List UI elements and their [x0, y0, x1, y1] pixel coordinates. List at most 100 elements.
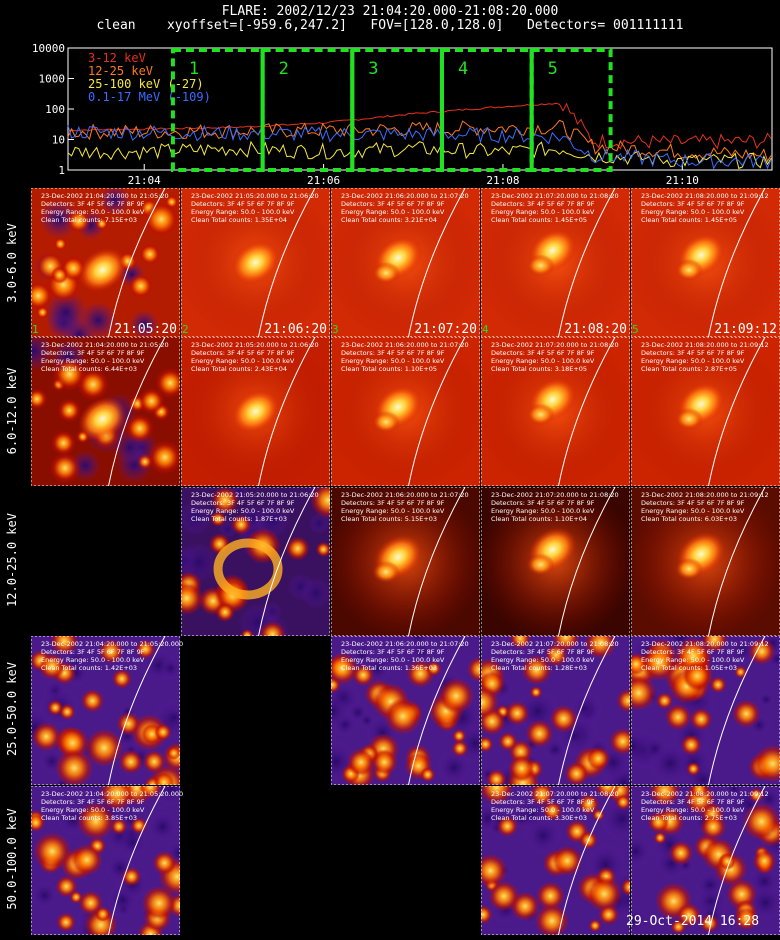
source-halo: [181, 188, 330, 337]
noise-blob: [38, 199, 79, 239]
noise-blob: [31, 722, 61, 752]
noise-blob: [118, 261, 145, 288]
panel-background: [631, 636, 780, 785]
noise-blob: [38, 653, 66, 680]
noise-blob: [420, 767, 436, 783]
lightcurve-plot: 10000 1000 100 10 1 21:04 21:06 21:08 21:10 3-12 …: [32, 42, 773, 187]
panel-header-line2: Detectors: 3F 4F 5F 6F 7F 8F 9F: [341, 349, 445, 357]
image-panel-r3c3: 23-Dec-2002 21:06:20.000 to 21:07:20Dete…: [331, 487, 480, 636]
noise-blob: [119, 703, 137, 721]
noise-blob: [595, 786, 621, 799]
noise-blob: [493, 763, 525, 785]
flare-source: [676, 232, 726, 278]
noise-blob: [525, 719, 554, 748]
panel-header-line2: Detectors: 3F 4F 5F 6F 7F 8F 9F: [341, 200, 445, 208]
panel-header-line1: 23-Dec-2002 21:08:20.000 to 21:09:12: [641, 640, 769, 648]
panel-background: [481, 786, 630, 935]
noise-blob: [331, 741, 357, 783]
noise-blob: [521, 654, 552, 685]
noise-blob: [481, 670, 506, 697]
noise-blob: [485, 878, 499, 892]
noise-blob: [748, 638, 776, 665]
noise-blob: [95, 217, 109, 231]
panel-header-line2: Detectors: 3F 4F 5F 6F 7F 8F 9F: [491, 200, 595, 208]
solar-limb: [407, 188, 466, 337]
noise-blob: [431, 673, 466, 708]
panel-header-line4: Clean Total counts: 1.42E+03: [41, 664, 137, 672]
noise-blob: [592, 742, 610, 761]
noise-blob: [80, 689, 105, 713]
noise-blob: [631, 652, 648, 676]
panel-header-line2: Detectors: 3F 4F 5F 6F 7F 8F 9F: [191, 349, 295, 357]
panel-frame: [181, 337, 330, 486]
noise-blob: [106, 883, 139, 916]
noise-blob: [54, 455, 77, 479]
noise-blob: [506, 766, 540, 785]
image-panel-r2c4: 23-Dec-2002 21:07:20.000 to 21:08:20Dete…: [481, 337, 630, 486]
noise-blob: [667, 674, 709, 716]
noise-blob: [351, 643, 373, 666]
noise-blob: [31, 652, 57, 679]
solar-limb: [257, 337, 316, 486]
noise-blob: [760, 828, 780, 859]
noise-blob: [515, 689, 560, 734]
noise-blob: [753, 744, 780, 783]
noise-blob: [649, 786, 681, 807]
noise-blob: [154, 723, 172, 741]
noise-blob: [310, 487, 330, 519]
noise-blob: [308, 512, 330, 535]
noise-blob: [332, 712, 358, 737]
noise-blob: [756, 817, 780, 847]
noise-blob: [230, 487, 248, 500]
image-panel-r1c2: 23-Dec-2002 21:05:20.000 to 21:06:20Dete…: [181, 188, 330, 337]
noise-blob: [76, 731, 111, 767]
noise-blob: [529, 686, 543, 699]
noise-blob: [331, 691, 352, 731]
noise-blob: [729, 637, 756, 664]
noise-blob: [124, 430, 158, 465]
noise-blob: [677, 681, 717, 721]
source-halo: [331, 188, 480, 337]
noise-blob: [577, 872, 608, 904]
panel-frame: [631, 337, 780, 486]
noise-blob: [508, 754, 536, 782]
panel-header-line2: Detectors: 3F 4F 5F 6F 7F 8F 9F: [491, 349, 595, 357]
noise-blob: [432, 670, 462, 700]
panel-frame: [481, 188, 630, 337]
noise-blob: [31, 650, 52, 672]
noise-blob: [148, 440, 180, 475]
noise-blob: [158, 858, 180, 896]
noise-blob: [119, 809, 142, 831]
noise-blob: [555, 713, 599, 757]
panel-background: [31, 188, 180, 337]
noise-blob: [77, 802, 115, 840]
noise-blob: [723, 786, 745, 800]
noise-blob: [66, 208, 91, 234]
noise-blob: [85, 728, 123, 767]
noise-blob: [31, 337, 53, 371]
panel-header-line2: Detectors: 3F 4F 5F 6F 7F 8F 9F: [641, 499, 745, 507]
noise-blob: [754, 845, 769, 860]
noise-blob: [50, 339, 86, 375]
noise-blob: [130, 714, 168, 751]
noise-blob: [181, 545, 200, 576]
noise-blob: [700, 813, 727, 840]
flare-source-secondary: [372, 410, 401, 433]
source-halo: [331, 487, 480, 636]
flare-source-secondary: [675, 557, 704, 580]
panel-header-line2: Detectors: 3F 4F 5F 6F 7F 8F 9F: [191, 200, 295, 208]
noise-blob: [677, 856, 695, 874]
noise-blob: [55, 875, 78, 898]
image-panel-r3c5: 23-Dec-2002 21:08:20.000 to 21:09:12Dete…: [631, 487, 780, 636]
panel-header-line4: Clean Total counts: 5.15E+03: [341, 515, 437, 523]
solar-limb: [557, 786, 616, 935]
noise-blob: [46, 305, 82, 337]
noise-blob: [683, 676, 709, 702]
noise-blob: [664, 656, 702, 694]
panel-frame: [481, 636, 630, 785]
noise-blob: [552, 845, 583, 876]
noise-blob: [400, 701, 423, 724]
panel-frame: [481, 786, 630, 935]
panel-header-line4: Clean Total counts: 3.30E+03: [491, 814, 587, 822]
noise-blob: [601, 911, 619, 928]
